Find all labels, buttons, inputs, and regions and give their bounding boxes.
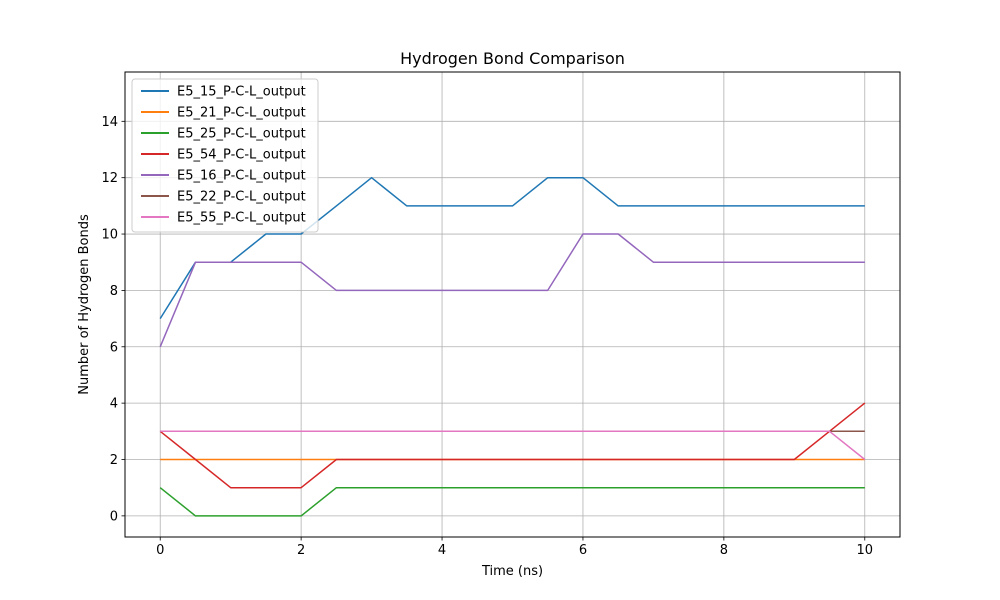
series-line-1 <box>159 176 865 319</box>
x-tick-label: 2 <box>297 543 305 558</box>
series-line-7 <box>160 430 866 461</box>
legend-label: E5_15_P-C-L_output <box>177 85 306 100</box>
legend-label: E5_16_P-C-L_output <box>177 169 306 184</box>
legend: E5_15_P-C-L_output E5_21_P-C-L_output E5_2… <box>131 78 319 233</box>
legend-box <box>131 78 319 233</box>
legend-label: E5_25_P-C-L_output <box>177 127 306 142</box>
x-tick-label: 4 <box>438 543 446 558</box>
series-lines <box>159 176 866 517</box>
series-line-5 <box>159 233 865 348</box>
y-tick-label: 0 <box>110 509 118 524</box>
x-tick-label: 8 <box>720 543 728 558</box>
y-tick-label: 14 <box>101 115 118 130</box>
legend-label: E5_22_P-C-L_output <box>177 190 306 205</box>
axis-ticks: 0 2 4 6 8 10 0 2 4 6 8 10 12 14 <box>101 115 873 558</box>
series-line-3 <box>159 486 865 517</box>
y-tick-label: 12 <box>101 171 118 186</box>
y-tick-label: 8 <box>110 284 118 299</box>
plot-frame <box>124 71 901 538</box>
x-tick-label: 6 <box>579 543 587 558</box>
x-tick-label: 10 <box>856 543 873 558</box>
x-tick-label: 0 <box>156 543 164 558</box>
y-tick-label: 6 <box>110 340 118 355</box>
legend-label: E5_21_P-C-L_output <box>177 106 306 121</box>
y-tick-label: 10 <box>101 228 118 243</box>
legend-label: E5_54_P-C-L_output <box>177 148 306 163</box>
series-line-4 <box>159 402 866 489</box>
y-tick-label: 2 <box>110 453 118 468</box>
x-axis-label: Time (ns) <box>481 564 543 579</box>
legend-label: E5_55_P-C-L_output <box>177 211 306 226</box>
chart-title: Hydrogen Bond Comparison <box>400 49 625 68</box>
y-axis-label: Number of Hydrogen Bonds <box>77 214 92 395</box>
y-tick-label: 4 <box>110 397 118 412</box>
